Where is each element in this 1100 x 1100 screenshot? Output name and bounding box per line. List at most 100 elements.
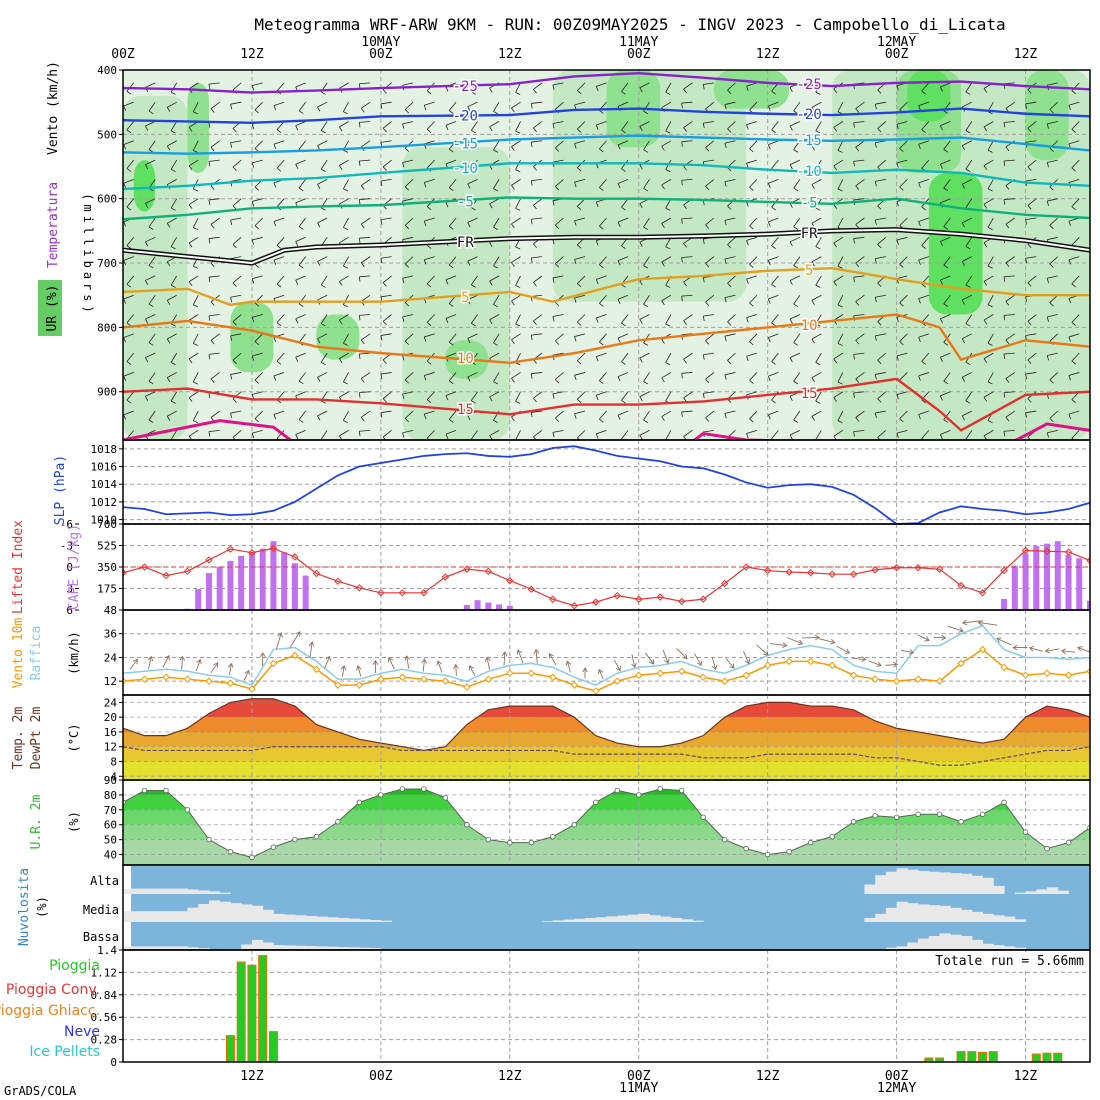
wind-barb — [896, 236, 908, 245]
wind-barb — [727, 314, 736, 326]
wind-arrow — [533, 648, 540, 664]
wind-barb — [254, 333, 263, 346]
li-point — [484, 567, 493, 576]
li-tick-label: 3 — [66, 583, 73, 596]
rh-point — [700, 814, 706, 820]
wind-barb — [530, 178, 543, 186]
cape-bar — [238, 555, 245, 610]
wind-barb — [210, 140, 220, 152]
wind-barb — [899, 410, 908, 423]
y-tick-label: 1012 — [91, 496, 118, 509]
wind-barb — [899, 294, 908, 307]
bottom-time-label: 00Z — [369, 1069, 393, 1084]
rh-region — [907, 70, 951, 122]
wind-barb — [467, 333, 478, 343]
wind-barb — [555, 179, 564, 191]
wind-barb — [555, 372, 564, 384]
wind-arrow — [901, 649, 915, 655]
rh-band — [123, 809, 1090, 825]
wind-point — [377, 675, 385, 683]
cloud-cell-bassa — [961, 936, 973, 949]
wind-barb — [939, 159, 951, 169]
wind-barb — [811, 179, 822, 190]
wind-barb — [617, 372, 629, 382]
wind-arrow — [243, 669, 250, 681]
wind-barb — [702, 121, 715, 129]
wind-barb — [358, 352, 371, 360]
y-tick-label: 800 — [97, 321, 117, 334]
wind-barb — [273, 410, 285, 420]
wind-barb — [961, 179, 972, 189]
precip-bar — [978, 1051, 988, 1062]
wind-barb — [1049, 101, 1059, 114]
li-point — [978, 589, 987, 597]
wind-barb — [727, 352, 736, 365]
wind-barb — [811, 294, 822, 305]
wind-barb — [643, 256, 650, 269]
label-vento-10m: Vento 10m — [11, 618, 26, 689]
wind-barb — [574, 372, 586, 381]
wind-barb — [188, 391, 199, 402]
wind-point — [226, 679, 235, 687]
wind-barb — [360, 101, 371, 113]
wind-barb — [489, 314, 500, 325]
cloud-cell-media — [864, 917, 876, 922]
li-point — [162, 571, 170, 580]
wind-arrow — [387, 656, 395, 670]
wind-barb — [1005, 217, 1016, 229]
wind-barb — [683, 121, 693, 132]
wind-barb — [188, 159, 199, 171]
wind-barb — [811, 217, 822, 228]
wind-barb — [727, 275, 736, 288]
wind-point — [720, 677, 729, 685]
rh-point — [378, 792, 384, 798]
cloud-cell-media — [670, 917, 683, 922]
wind-barb — [1027, 314, 1037, 326]
bottom-time-label: 12Z — [240, 1069, 264, 1084]
wind-barb — [595, 314, 607, 323]
wind-barb — [811, 333, 822, 344]
wind-barb — [853, 159, 865, 167]
rh-point — [550, 833, 556, 840]
wind-barb — [1046, 121, 1058, 129]
wind-barb — [1071, 121, 1080, 133]
wind-arrow — [948, 626, 964, 633]
wind-barb — [789, 352, 801, 363]
wind-arrow — [356, 665, 362, 677]
wind-barb — [965, 237, 973, 250]
wind-point — [806, 657, 815, 666]
cloud-cell-alta — [928, 871, 941, 894]
wind-barb — [448, 217, 457, 230]
wind-barb — [511, 333, 521, 344]
li-point — [914, 564, 922, 572]
wind-barb — [595, 275, 607, 285]
wind-barb — [493, 101, 500, 115]
wind-barb — [170, 237, 178, 250]
cape-bar — [216, 567, 223, 610]
cloud-cell-alta — [907, 869, 919, 894]
wind-barb — [983, 159, 994, 170]
isotherm-label: -20 — [797, 107, 822, 123]
wind-barb — [402, 314, 414, 322]
wind-barb — [298, 101, 306, 114]
cloud-cell-media — [1014, 919, 1027, 922]
wind-barb — [445, 121, 457, 131]
cloud-cell-bassa — [165, 946, 178, 949]
wind-barb — [230, 333, 242, 341]
wind-barb — [943, 140, 951, 153]
y-tick-label: 175 — [97, 583, 117, 596]
wind-barb — [358, 429, 371, 437]
cloud-cell-media — [649, 915, 661, 922]
li-point — [1000, 566, 1008, 575]
wind-barb — [1005, 410, 1016, 422]
wind-barb — [749, 140, 758, 153]
wind-barb — [320, 159, 328, 172]
wind-barb — [639, 121, 650, 131]
wind-barb — [342, 372, 349, 385]
wind-barb — [426, 121, 435, 133]
wind-barb — [1071, 352, 1080, 365]
wind-barb — [705, 179, 715, 191]
label-ur-2m: U.R. 2m — [29, 794, 44, 849]
rh-point — [657, 786, 663, 792]
wind-barb — [230, 217, 242, 225]
